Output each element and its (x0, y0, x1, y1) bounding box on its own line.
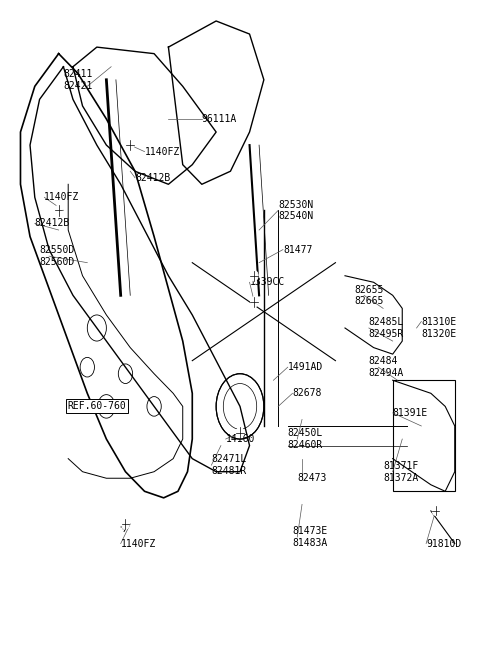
Circle shape (251, 297, 258, 307)
Circle shape (126, 140, 134, 150)
Text: 1339CC: 1339CC (250, 277, 285, 287)
Circle shape (236, 427, 244, 438)
Circle shape (121, 519, 129, 529)
Text: 81477: 81477 (283, 245, 312, 255)
Text: 96111A: 96111A (202, 114, 237, 124)
Text: 1140FZ: 1140FZ (44, 192, 80, 202)
Text: 14160: 14160 (226, 434, 255, 444)
Text: 1491AD: 1491AD (288, 362, 323, 372)
Text: 82484
82494A: 82484 82494A (369, 356, 404, 378)
Text: 82450L
82460R: 82450L 82460R (288, 428, 323, 450)
Text: 82412B: 82412B (135, 173, 170, 183)
Text: 1140FZ: 1140FZ (144, 147, 180, 157)
Text: 82473: 82473 (297, 473, 327, 483)
Text: 81310E
81320E: 81310E 81320E (421, 318, 456, 338)
Text: 81391E: 81391E (393, 408, 428, 418)
Text: 82550D
82560D: 82550D 82560D (39, 245, 75, 267)
Text: 82678: 82678 (292, 388, 322, 398)
Text: 81371F
81372A: 81371F 81372A (383, 461, 419, 483)
Text: 82655
82665: 82655 82665 (355, 285, 384, 306)
Circle shape (55, 205, 62, 216)
Text: 82411
82421: 82411 82421 (63, 69, 93, 91)
Text: 81473E
81483A: 81473E 81483A (292, 526, 328, 548)
Text: 91810D: 91810D (426, 539, 461, 548)
Circle shape (251, 270, 258, 281)
Text: 1140FZ: 1140FZ (120, 539, 156, 548)
Circle shape (432, 506, 439, 516)
Text: 82485L
82495R: 82485L 82495R (369, 318, 404, 338)
Text: 82412B: 82412B (35, 218, 70, 228)
Text: REF.60-760: REF.60-760 (68, 401, 126, 411)
Text: 82471L
82481R: 82471L 82481R (211, 455, 247, 476)
Text: 82530N
82540N: 82530N 82540N (278, 199, 313, 221)
